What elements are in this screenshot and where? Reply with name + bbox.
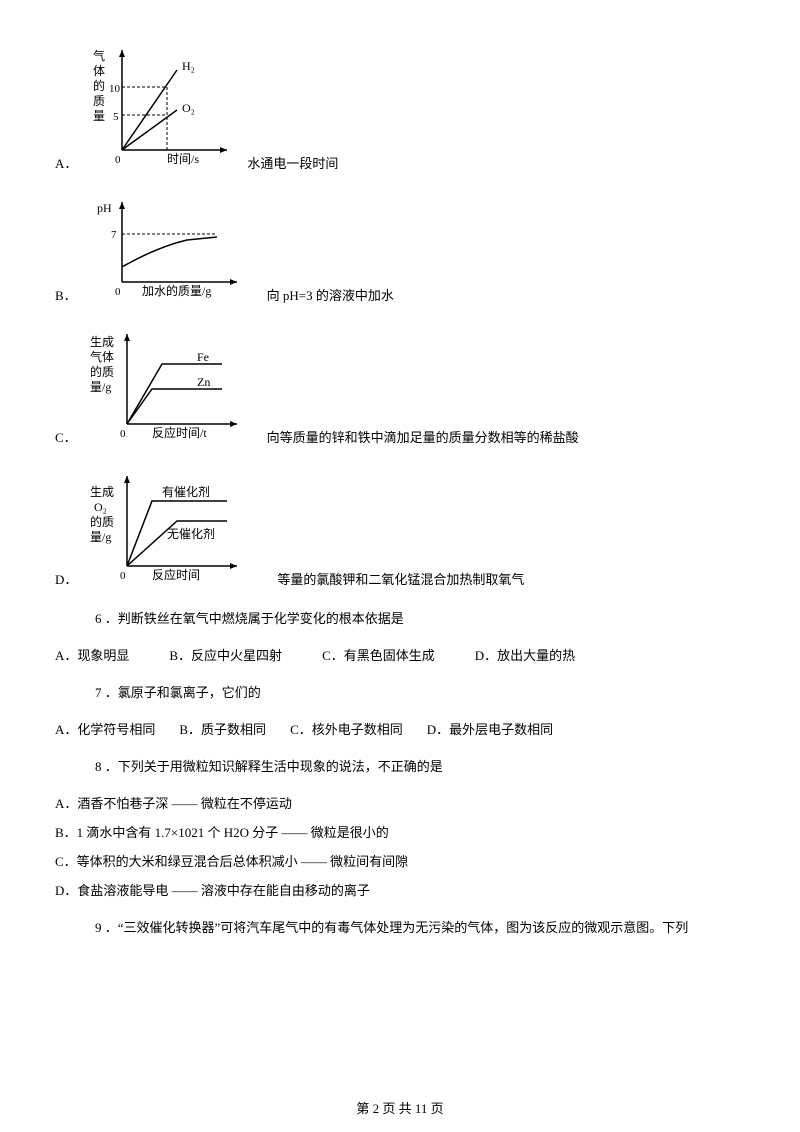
chart-d-xlabel: 反应时间 — [152, 567, 200, 582]
question-6: 6 ．判断铁丝在氧气中燃烧属于化学变化的根本依据是 — [95, 608, 745, 627]
q8-choice-c: C．等体积的大米和绿豆混合后总体积减小 —— 微粒间有间隙 — [55, 851, 745, 870]
q8-choice-a: A．酒香不怕巷子深 —— 微粒在不停运动 — [55, 793, 745, 812]
chart-d-origin: 0 — [120, 570, 126, 582]
svg-text:生成: 生成 — [90, 335, 114, 349]
svg-text:生成: 生成 — [90, 485, 114, 499]
chart-a-o2: O₂ — [182, 101, 195, 115]
option-c-caption: 向等质量的锌和铁中滴加足量的质量分数相等的稀盐酸 — [267, 427, 579, 448]
option-d-label: D． — [55, 569, 77, 590]
chart-c-origin: 0 — [120, 428, 126, 440]
chart-c-zn: Zn — [197, 375, 210, 389]
chart-c-fe: Fe — [197, 350, 209, 364]
chart-c-xlabel: 反应时间/t — [152, 425, 207, 440]
svg-text:的: 的 — [93, 78, 105, 93]
q8-choice-b: B．1 滴水中含有 1.7×1021 个 H2O 分子 —— 微粒是很小的 — [55, 822, 745, 841]
chart-a-h2: H₂ — [182, 59, 195, 73]
chart-a: H₂ O₂ 10 5 0 时间/s 气 体 的 质 量 — [87, 40, 237, 174]
svg-text:量: 量 — [93, 109, 105, 123]
chart-b: 7 0 加水的质量/g pH — [87, 192, 257, 306]
svg-text:气体: 气体 — [90, 349, 114, 364]
page-footer: 第 2 页 共 11 页 — [0, 1098, 800, 1117]
chart-b-tick7: 7 — [111, 229, 117, 241]
svg-text:质: 质 — [93, 94, 105, 108]
q6-choice-c: C．有黑色固体生成 — [322, 645, 435, 664]
svg-text:的质: 的质 — [90, 514, 114, 529]
option-b-row: B． 7 0 加水的质量/g pH 向 pH=3 的溶液中加水 — [55, 192, 745, 306]
q6-choice-a: A．现象明显 — [55, 645, 129, 664]
option-d-caption: 等量的氯酸钾和二氧化锰混合加热制取氧气 — [277, 569, 524, 590]
chart-d-cat: 有催化剂 — [162, 484, 210, 499]
chart-a-xlabel: 时间/s — [167, 152, 199, 166]
q7-choice-d: D．最外层电子数相同 — [427, 719, 553, 738]
chart-a-tick10: 10 — [109, 83, 121, 95]
q6-choice-d: D．放出大量的热 — [475, 645, 575, 664]
option-a-caption: 水通电一段时间 — [247, 153, 338, 174]
option-b-caption: 向 pH=3 的溶液中加水 — [267, 285, 394, 306]
chart-d: 有催化剂 无催化剂 0 反应时间 生成 O₂ 的质 量/g — [87, 466, 267, 590]
question-9: 9 ．“三效催化转换器”可将汽车尾气中的有毒气体处理为无污染的气体，图为该反应的… — [95, 917, 745, 936]
option-d-row: D． 有催化剂 无催化剂 0 反应时间 生成 O₂ 的质 量/g 等量的氯酸钾和… — [55, 466, 745, 590]
question-8: 8 ．下列关于用微粒知识解释生活中现象的说法，不正确的是 — [95, 756, 745, 775]
option-c-row: C． Fe Zn 0 反应时间/t 生成 气体 的质 量/g 向等质量的锌和铁中… — [55, 324, 745, 448]
chart-c: Fe Zn 0 反应时间/t 生成 气体 的质 量/g — [87, 324, 257, 448]
option-b-label: B． — [55, 285, 77, 306]
q8-choice-d: D．食盐溶液能导电 —— 溶液中存在能自由移动的离子 — [55, 880, 745, 899]
q7-choice-c: C．核外电子数相同 — [290, 719, 403, 738]
svg-text:气: 气 — [93, 48, 105, 63]
chart-d-nocat: 无催化剂 — [167, 526, 215, 541]
chart-b-ylabel: pH — [97, 201, 112, 215]
option-a-label: A． — [55, 153, 77, 174]
chart-a-origin: 0 — [115, 154, 121, 166]
svg-text:量/g: 量/g — [90, 530, 111, 544]
q6-choices: A．现象明显 B．反应中火星四射 C．有黑色固体生成 D．放出大量的热 — [55, 645, 745, 664]
svg-text:O₂: O₂ — [94, 500, 107, 514]
chart-b-xlabel: 加水的质量/g — [142, 283, 211, 298]
option-c-label: C． — [55, 427, 77, 448]
svg-text:体: 体 — [93, 64, 105, 78]
q7-choices: A．化学符号相同 B．质子数相同 C．核外电子数相同 D．最外层电子数相同 — [55, 719, 745, 738]
svg-text:量/g: 量/g — [90, 380, 111, 394]
q7-choice-a: A．化学符号相同 — [55, 719, 155, 738]
q6-choice-b: B．反应中火星四射 — [169, 645, 282, 664]
chart-b-origin: 0 — [115, 286, 121, 298]
question-7: 7 ．氯原子和氯离子，它们的 — [95, 682, 745, 701]
svg-text:的质: 的质 — [90, 364, 114, 379]
chart-a-tick5: 5 — [113, 111, 119, 123]
option-a-row: A． H₂ O₂ 10 5 0 时间/s 气 体 的 质 量 水通电一段时间 — [55, 40, 745, 174]
q7-choice-b: B．质子数相同 — [179, 719, 266, 738]
